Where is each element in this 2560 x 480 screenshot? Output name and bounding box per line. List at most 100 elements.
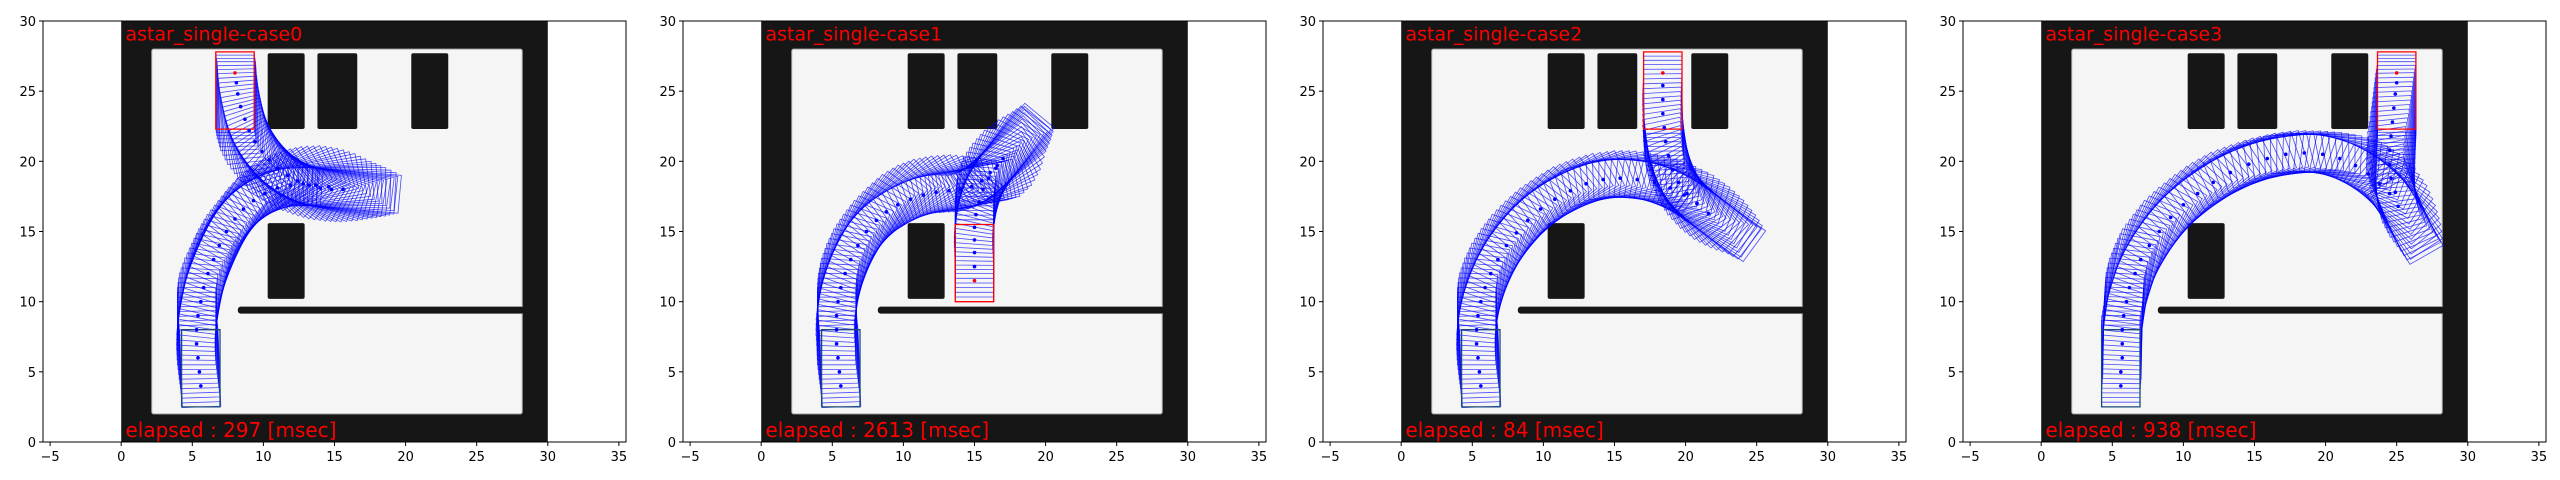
vehicle-footprint [216, 58, 256, 137]
x-tick-label: 30 [1180, 450, 1197, 465]
x-tick-label: 0 [757, 450, 765, 465]
map-obstacle-0 [2187, 53, 2225, 130]
path-point [969, 184, 974, 189]
map-image [121, 21, 548, 442]
path-point [2121, 313, 2126, 318]
y-tick-label: 25 [19, 85, 36, 100]
vehicle-footprint [216, 61, 257, 140]
x-tick-label: 0 [117, 450, 125, 465]
y-tick-label: 0 [28, 436, 36, 451]
path-point [199, 384, 203, 388]
path-point [2394, 80, 2399, 85]
x-tick-label: 10 [895, 450, 912, 465]
vehicle-footprint [2298, 132, 2382, 181]
start-pose-box [820, 329, 861, 408]
y-tick-label: 5 [1948, 366, 1956, 381]
map-obstacle-3 [1547, 223, 1585, 299]
plot-title: astar_single-case2 [1405, 24, 1582, 46]
path-point [2247, 162, 2251, 166]
map-obstacle-1 [317, 53, 358, 130]
path-point [1663, 139, 1668, 144]
y-tick-label: 0 [668, 436, 676, 451]
vehicle-footprint [2366, 130, 2419, 214]
path-point [327, 184, 331, 189]
x-tick-label: 35 [1891, 450, 1908, 465]
elapsed-annotation: elapsed : 84 [msec] [1405, 418, 1603, 442]
path-point [197, 370, 202, 374]
path-point [1474, 327, 1479, 332]
path-point [1525, 218, 1530, 223]
vehicle-footprint [190, 190, 261, 279]
path-point [1476, 313, 1480, 318]
vehicle-footprint [2179, 139, 2267, 214]
path-point [921, 193, 926, 197]
x-tick-label: 5 [188, 450, 196, 465]
vehicle-footprint [177, 291, 217, 371]
y-tick-label: 25 [659, 85, 676, 100]
path-point [2387, 162, 2392, 166]
map-free-space [151, 48, 523, 415]
elapsed-annotation: elapsed : 938 [msec] [2045, 418, 2256, 442]
vehicle-footprint [1457, 242, 1511, 327]
path-point [2396, 204, 2400, 209]
path-point [1706, 211, 1711, 216]
path-point [2392, 106, 2396, 110]
x-tick-label: 5 [1468, 450, 1476, 465]
map-divider-wall [1517, 306, 1805, 314]
vehicle-footprint [2249, 131, 2333, 179]
path-point [895, 203, 900, 207]
x-tick-label: 10 [2175, 450, 2192, 465]
path-point [2390, 120, 2395, 124]
path-points [2119, 71, 2400, 388]
vehicle-footprint [853, 160, 937, 244]
path-point [1504, 243, 1509, 248]
vehicle-footprint [905, 157, 993, 218]
vehicle-footprint [177, 296, 218, 375]
path-point [275, 166, 280, 171]
y-tick-label: 5 [1308, 366, 1316, 381]
vehicle-footprint [2374, 76, 2416, 156]
path-point [1652, 180, 1657, 185]
vehicle-footprint [2209, 131, 2298, 196]
x-tick-label: 20 [397, 450, 414, 465]
x-tick-label: −5 [681, 450, 700, 465]
path-point [2119, 370, 2123, 374]
path-point [864, 229, 869, 234]
x-tick-label: 20 [2317, 450, 2334, 465]
map-obstacle-3 [2187, 223, 2225, 299]
path-point [908, 197, 913, 202]
x-tick-label: 15 [2246, 450, 2263, 465]
path-point [1496, 257, 1500, 262]
map-obstacle-2 [1691, 53, 1729, 130]
y-tick-label: 20 [19, 155, 36, 170]
elapsed-annotation: elapsed : 297 [msec] [125, 418, 336, 442]
y-tick-label: 10 [1939, 296, 1956, 311]
x-tick-label: 5 [2108, 450, 2116, 465]
path-point [836, 356, 840, 360]
y-tick-label: 30 [1299, 15, 1316, 30]
path-point [275, 186, 280, 190]
path-point [856, 243, 860, 248]
path-point [2265, 156, 2270, 161]
path-point [972, 264, 977, 269]
path-point [1662, 125, 1667, 130]
path-point [1601, 177, 1605, 182]
map-obstacle-2 [2331, 53, 2369, 130]
path-point [1661, 83, 1665, 88]
path-point [2181, 203, 2186, 207]
x-tick-label: 35 [2531, 450, 2548, 465]
path-point [1474, 341, 1479, 346]
path-point [2338, 156, 2342, 161]
goal-point [233, 71, 237, 75]
path-point [2120, 327, 2125, 332]
vehicle-footprint [2229, 130, 2316, 187]
path-point [1676, 180, 1681, 185]
vehicle-footprint [1460, 228, 1519, 314]
x-tick-label: 30 [540, 450, 557, 465]
path-point [196, 356, 200, 360]
goal-point [1661, 71, 1665, 75]
x-tick-label: 10 [1535, 450, 1552, 465]
path-point [224, 229, 229, 234]
